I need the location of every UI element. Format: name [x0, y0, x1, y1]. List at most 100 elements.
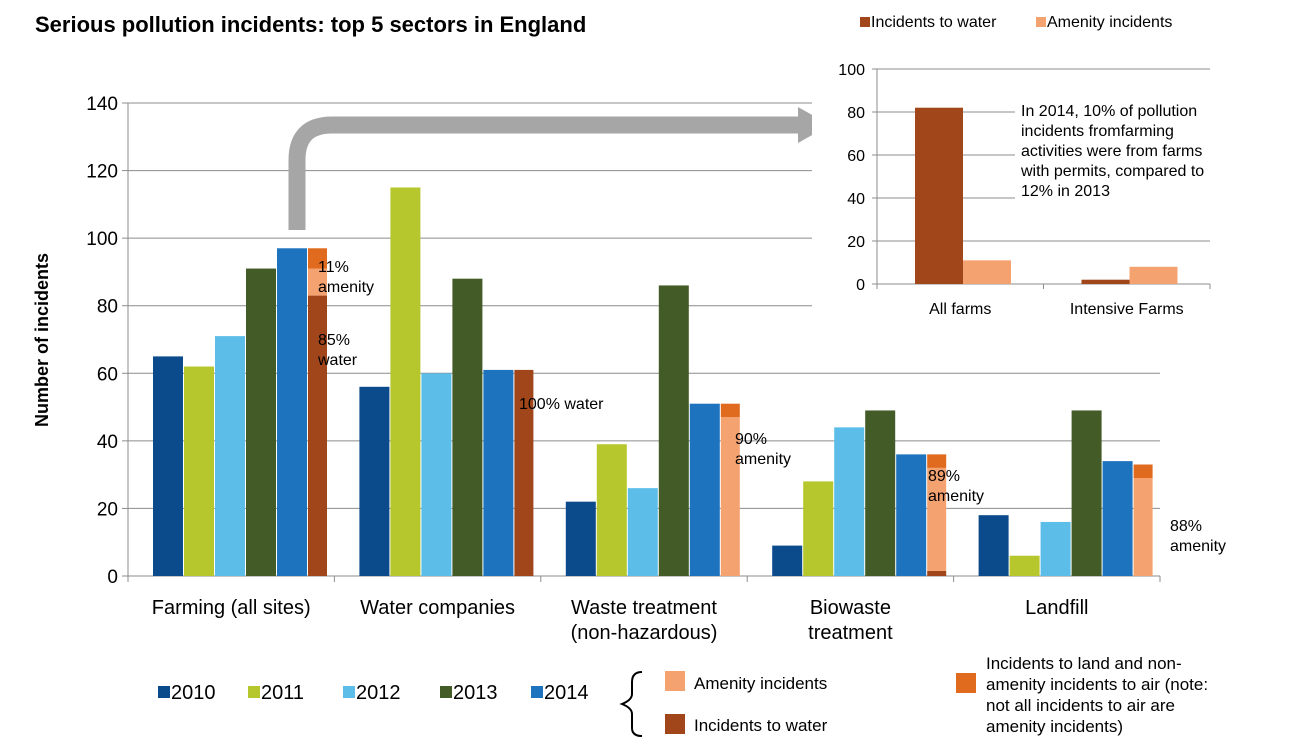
legend-label-water: Incidents to water: [694, 716, 828, 735]
bar-2010: [978, 515, 1009, 576]
x-tick-label: Landfill: [1025, 597, 1088, 619]
breakdown-bar-segment: [720, 417, 740, 576]
inset-legend-swatch: [860, 17, 870, 27]
legend-swatch-2014: [531, 686, 543, 698]
annotation-label: 88% amenity: [1170, 518, 1226, 555]
inset-y-ticks: 0 20 40 60 80 100: [838, 62, 865, 294]
bottom-legend: 2010 2011 2012 2013 2014 Amenity incidents Inc…: [158, 654, 1208, 737]
bar-2012: [627, 488, 658, 576]
annotation-label: 100% water: [519, 396, 604, 413]
x-tick-label: Water companies: [360, 597, 515, 619]
bar-2010: [153, 356, 183, 576]
bar-2010: [565, 501, 596, 576]
main-annotations: 11% amenity 85% water 100% water 90% amenity 89…: [317, 259, 1226, 555]
inset-x-tick-label: Intensive Farms: [1070, 301, 1184, 318]
legend-label-2012: 2012: [356, 682, 401, 704]
bar-2014: [483, 369, 514, 576]
legend-swatch-2011: [248, 686, 260, 698]
y-tick-label: 100: [86, 229, 118, 250]
legend-label-2010: 2010: [171, 682, 216, 704]
bar-2012: [215, 336, 245, 576]
bar-2014: [1102, 461, 1133, 576]
inset-bar-amenity: [1129, 266, 1178, 284]
inset-y-tick-label: 60: [847, 148, 865, 165]
annotation-label: 90% amenity: [735, 431, 791, 468]
y-axis-label: Number of incidents: [32, 253, 52, 427]
breakdown-bar-segment: [514, 369, 534, 576]
legend-swatch-land-air: [956, 673, 976, 693]
inset-bars: [915, 107, 1178, 284]
inset-bar-amenity: [963, 260, 1011, 284]
inset-y-tick-label: 0: [856, 277, 865, 294]
legend-swatch-2010: [158, 686, 170, 698]
inset-y-tick-label: 100: [838, 62, 865, 79]
inset-legend: Incidents to water Amenity incidents: [860, 14, 1172, 31]
annotation-label: 85% water: [317, 332, 358, 369]
inset-x-ticks: All farms Intensive Farms: [929, 301, 1184, 318]
bar-2012: [834, 427, 865, 576]
inset-annotation-bg: [1015, 98, 1210, 218]
inset-x-tick-label: All farms: [929, 301, 991, 318]
y-tick-label: 40: [97, 432, 118, 453]
inset-legend-label: Amenity incidents: [1047, 14, 1172, 31]
bar-2013: [658, 285, 689, 576]
y-tick-label: 20: [97, 499, 118, 520]
inset-bar-water: [915, 107, 963, 284]
main-y-ticks: 0 20 40 60 80 100 120 140: [86, 94, 118, 588]
breakdown-bar-segment: [927, 570, 947, 576]
legend-swatch-amenity: [665, 671, 685, 691]
bar-2013: [246, 268, 276, 576]
y-tick-label: 140: [86, 94, 118, 115]
annotation-label: 89% amenity: [928, 468, 984, 505]
x-tick-label: Biowaste treatment: [808, 597, 893, 644]
bar-2010: [772, 545, 803, 576]
breakdown-bar-segment: [927, 454, 947, 468]
inset-legend-swatch: [1036, 17, 1046, 27]
inset-annotation: In 2014, 10% of pollution incidents fromf…: [1015, 98, 1210, 218]
inset-bar-water: [1081, 279, 1130, 284]
bar-2011: [803, 481, 834, 576]
bar-2014: [277, 248, 307, 576]
callout-arrow: [288, 116, 800, 230]
y-tick-label: 0: [107, 567, 118, 588]
breakdown-bar-segment: [308, 248, 327, 269]
bar-2012: [1040, 521, 1071, 576]
breakdown-bar-segment: [308, 295, 327, 576]
inset-y-tick-label: 20: [847, 234, 865, 251]
y-tick-label: 80: [97, 297, 118, 318]
legend-label-amenity: Amenity incidents: [694, 674, 827, 693]
bar-2014: [896, 454, 927, 576]
legend-label-land-air: Incidents to land and non-amenity incide…: [986, 654, 1208, 736]
x-tick-label: Waste treatment (non-hazardous): [571, 597, 718, 644]
bar-2013: [865, 410, 896, 576]
legend-swatch-water: [665, 714, 685, 734]
legend-label-2013: 2013: [453, 682, 498, 704]
breakdown-bar-segment: [1133, 464, 1153, 479]
legend-label-2011: 2011: [261, 682, 304, 704]
y-tick-label: 60: [97, 364, 118, 385]
bar-2011: [1009, 555, 1040, 576]
breakdown-bar-segment: [720, 403, 740, 418]
x-tick-label: Farming (all sites): [152, 597, 311, 619]
bar-2011: [390, 187, 421, 576]
legend-brace: [619, 671, 643, 737]
main-x-ticks: Farming (all sites) Water companies Waste …: [152, 597, 1089, 644]
breakdown-bar-segment: [308, 268, 327, 296]
bar-2011: [596, 444, 627, 576]
bar-2014: [689, 403, 720, 576]
bar-2013: [1071, 410, 1102, 576]
legend-swatch-2012: [343, 686, 355, 698]
breakdown-bar-segment: [927, 467, 947, 571]
legend-swatch-2013: [440, 686, 452, 698]
bar-2012: [421, 373, 452, 576]
bar-2011: [184, 366, 214, 576]
bar-2010: [359, 386, 390, 576]
inset-legend-label: Incidents to water: [871, 14, 997, 31]
legend-label-2014: 2014: [544, 682, 589, 704]
main-bars: [153, 187, 1153, 576]
inset-y-tick-label: 80: [847, 105, 865, 122]
breakdown-bar-segment: [1133, 478, 1153, 576]
annotation-label: 11% amenity: [318, 259, 374, 296]
inset-annotation-text: In 2014, 10% of pollution incidents fromf…: [1020, 103, 1204, 200]
y-tick-label: 120: [86, 162, 118, 183]
